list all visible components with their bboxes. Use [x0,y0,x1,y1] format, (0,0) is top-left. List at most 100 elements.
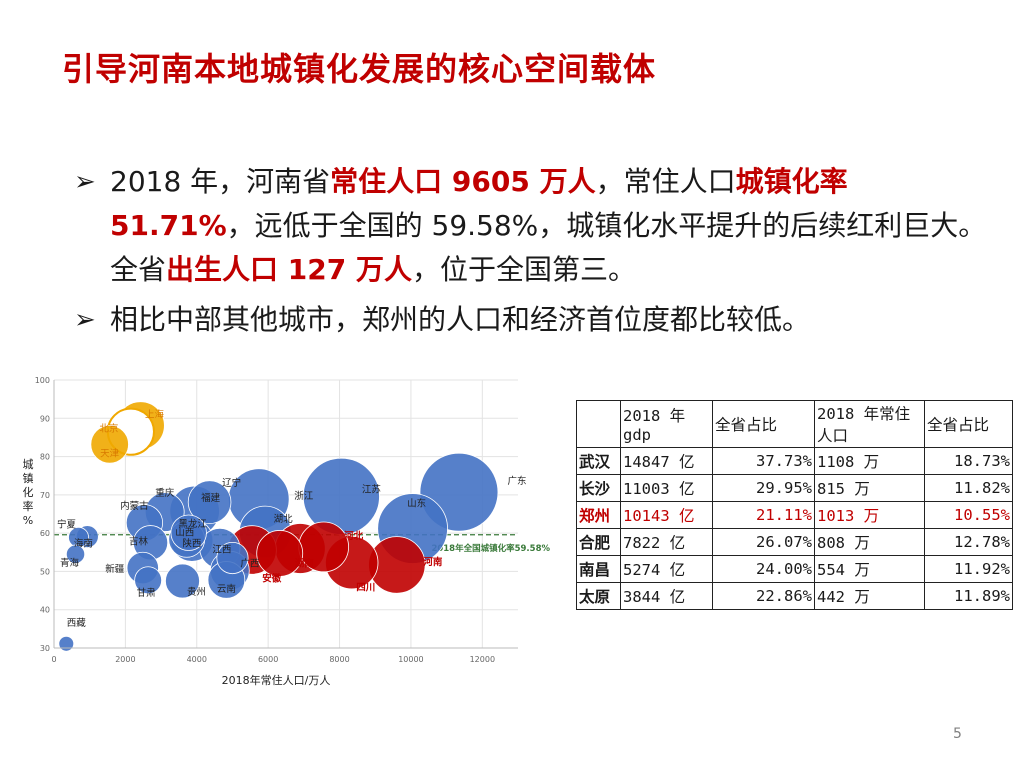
table-header-row: 2018 年gdp 全省占比 2018 年常住人口 全省占比 [576,400,1013,448]
bubble-label: 湖北 [274,514,294,525]
population-cell: 442 万 [814,582,925,610]
y-axis-title-char: 化 [23,485,34,499]
table-header-cell: 2018 年常住人口 [814,400,925,448]
bubble-label: 贵州 [187,586,206,598]
bullet-item-primacy: ➢ 相比中部其他城市，郑州的人口和经济首位度都比较低。 [74,298,994,342]
bubble-layer [58,401,499,652]
table-row: 合肥 7822 亿 26.07% 808 万 12.78% [576,528,1013,556]
y-tick-label: 90 [40,414,50,423]
gdp-cell: 7822 亿 [620,528,713,556]
x-axis-title: 2018年常住人口/万人 [222,673,331,687]
table-header-cell: 全省占比 [924,400,1013,448]
y-tick-label: 70 [40,491,50,500]
y-tick-label: 100 [35,376,50,385]
bubble-label: 四川 [356,583,375,594]
x-tick-label: 8000 [329,655,349,664]
bubble-label: 重庆 [155,487,175,499]
page-title: 引导河南本地城镇化发展的核心空间载体 [62,50,657,88]
gdp-share-cell: 29.95% [712,474,815,502]
population-share-cell: 11.82% [924,474,1013,502]
y-tick-label: 30 [40,644,50,653]
bubble-label: 河北 [344,530,364,542]
city-comparison-table-wrap: 2018 年gdp 全省占比 2018 年常住人口 全省占比 武汉 14847 … [576,400,1013,610]
bubble-label: 西藏 [67,617,87,629]
bubble [90,425,129,464]
bubble-chart: 2018年全国城镇化率59.58% 上海北京天津广东江苏浙江辽宁重庆 福建内蒙古山… [23,376,551,687]
bubble-label: 北京 [99,423,118,435]
bubble-label: 甘肃 [137,587,156,599]
x-tick-label: 4000 [187,655,207,664]
page-number: 5 [953,726,962,742]
national-urbanization-label: 2018年全国城镇化率59.58% [431,543,550,554]
y-axis-title: 城镇化率% [23,458,34,527]
population-share-cell: 10.55% [924,501,1013,529]
bubble [256,530,304,577]
gdp-cell: 3844 亿 [620,582,713,610]
table-header-cell: 2018 年gdp [620,400,713,448]
x-tick-label: 12000 [470,655,495,664]
bubble-label: 山西 [175,527,194,538]
bubble-label: 江西 [212,544,231,555]
y-axis-title-char: 镇 [23,471,34,485]
gdp-share-cell: 26.07% [712,528,815,556]
bubble-label: 新疆 [105,563,125,575]
table-row: 长沙 11003 亿 29.95% 815 万 11.82% [576,474,1013,502]
bullet-part: 相比中部其他城市，郑州的人口和经济首位度都比较低。 [110,303,811,336]
population-cell: 1108 万 [814,447,925,475]
bubble-label: 吉林 [129,536,149,548]
x-tick-label: 0 [51,655,56,664]
chart-axes: 30 40 50 60 70 80 90 100 0 2000 4000 6000 8000 10000 1… [23,376,518,687]
bubble-label: 安徽 [262,572,282,584]
population-cell: 808 万 [814,528,925,556]
bubble [134,566,163,595]
gdp-share-cell: 37.73% [712,447,815,475]
bullet-part: ，远低于全国的 59.58%，城镇化水平提升的后续红利巨大。全省 [110,209,987,286]
y-tick-label: 40 [40,606,50,615]
bubble-label: 上海 [145,409,165,421]
bubble [302,457,380,535]
y-axis-title-char: 率 [23,499,34,513]
city-name-cell: 长沙 [576,474,621,502]
bubble-label: 陕西 [182,537,201,549]
x-tick-label: 10000 [398,655,423,664]
x-tick-label: 6000 [258,655,278,664]
population-share-cell: 11.89% [924,582,1013,610]
bubble [216,541,249,575]
city-comparison-table: 2018 年gdp 全省占比 2018 年常住人口 全省占比 武汉 14847 … [576,400,1013,610]
city-name-cell: 武汉 [576,447,621,475]
bullet-part: 2018 年，河南省 [110,165,331,198]
bubble-label: 福建 [201,492,221,504]
bullet-emphasis: 城镇化率 51.71% [110,165,848,242]
bubble-label: 云南 [217,583,236,595]
city-name-cell: 合肥 [576,528,621,556]
table-header-cell [576,400,621,448]
bullet-text: 2018 年，河南省常住人口 9605 万人，常住人口城镇化率 51.71%，远… [110,165,986,286]
population-cell: 815 万 [814,474,925,502]
table-row: 武汉 14847 亿 37.73% 1108 万 18.73% [576,447,1013,475]
bubble-label: 青海 [60,557,80,569]
bullet-part: ，常住人口 [595,165,736,198]
gdp-share-cell: 21.11% [712,501,815,529]
table-row: 太原 3844 亿 22.86% 442 万 11.89% [576,582,1013,610]
bullet-item-population: ➢ 2018 年，河南省常住人口 9605 万人，常住人口城镇化率 51.71%… [74,160,994,292]
bubble-label: 海南 [74,538,93,550]
arrow-bullet-icon: ➢ [74,305,96,335]
bubble [58,635,75,652]
bubble-label: 黑龙江 [178,518,207,530]
gdp-cell: 11003 亿 [620,474,713,502]
city-name-cell: 太原 [576,582,621,610]
y-tick-label: 50 [40,567,50,576]
bubble-label: 广东 [507,475,526,487]
bubble [165,563,200,599]
gdp-share-cell: 24.00% [712,555,815,583]
bubble-label: 宁夏 [57,518,77,530]
y-tick-label: 60 [40,529,50,538]
city-name-cell: 郑州 [576,501,621,529]
population-share-cell: 18.73% [924,447,1013,475]
bubble-label: 浙江 [294,490,314,502]
bubble-label: 江苏 [362,483,382,495]
bubble [65,544,86,564]
bubble-label: 河南 [423,556,443,568]
gdp-cell: 5274 亿 [620,555,713,583]
